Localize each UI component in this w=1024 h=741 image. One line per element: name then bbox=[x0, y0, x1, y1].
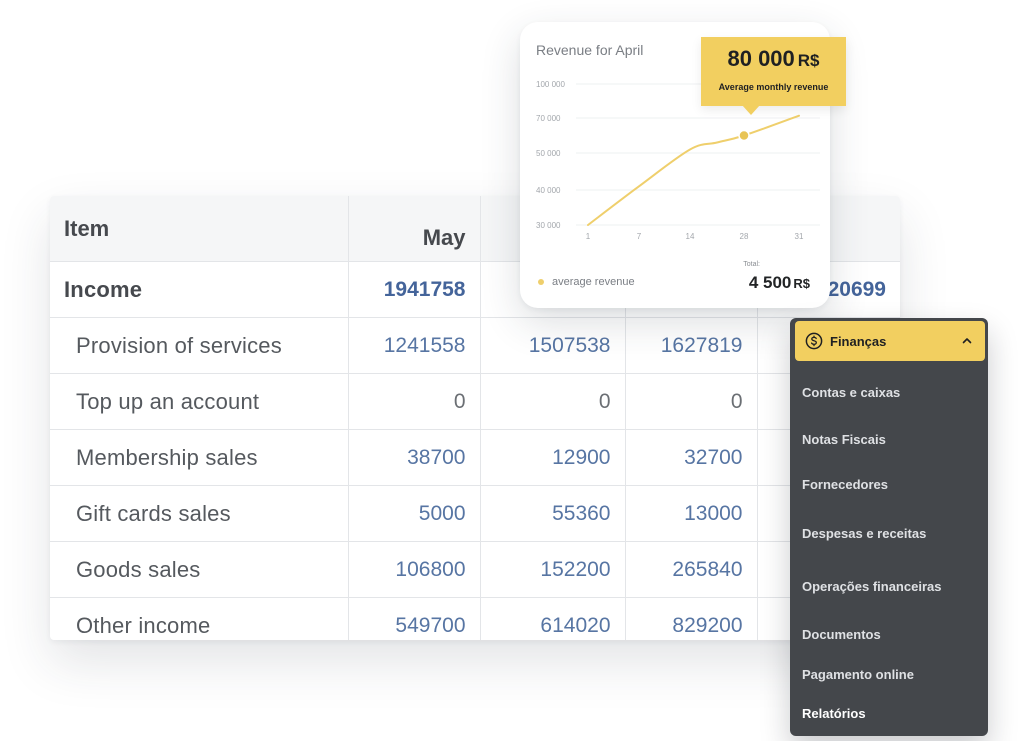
total-currency: R$ bbox=[793, 276, 810, 291]
tooltip-currency: R$ bbox=[797, 51, 820, 70]
table-cell: 265840 bbox=[625, 541, 758, 598]
table-cell: 0 bbox=[625, 373, 758, 430]
y-tick-label: 100 000 bbox=[536, 80, 565, 89]
row-label: Top up an account bbox=[50, 373, 349, 430]
tooltip-value: 80 000 R$ bbox=[701, 46, 846, 72]
table-cell: 12900 bbox=[480, 429, 626, 486]
series-line-average-revenue bbox=[587, 114, 800, 226]
menu-item-fornecedores[interactable]: Fornecedores bbox=[802, 477, 888, 492]
financas-menu: Finanças Contas e caixas Notas Fiscais F… bbox=[790, 318, 988, 736]
x-tick-label: 1 bbox=[586, 232, 591, 241]
chart-tooltip: 80 000 R$ Average monthly revenue bbox=[701, 37, 846, 115]
menu-item-despesas-e-receitas[interactable]: Despesas e receitas bbox=[802, 526, 927, 541]
table-cell: 5000 bbox=[348, 485, 481, 542]
table-row[interactable]: Provision of services 1241558 1507538 16… bbox=[50, 317, 900, 374]
menu-header-label: Finanças bbox=[830, 333, 887, 349]
menu-item-relatorios[interactable]: Relatórios bbox=[802, 706, 866, 721]
row-label: Membership sales bbox=[50, 429, 349, 486]
table-row[interactable]: Gift cards sales 5000 55360 13000 bbox=[50, 485, 900, 542]
table-cell: 106800 bbox=[348, 541, 481, 598]
row-label: Provision of services bbox=[50, 317, 349, 374]
table-row[interactable]: Membership sales 38700 12900 32700 bbox=[50, 429, 900, 486]
table-cell: 13000 bbox=[625, 485, 758, 542]
highlight-point[interactable] bbox=[738, 129, 750, 142]
table-cell: 1241558 bbox=[348, 317, 481, 374]
x-tick-label: 28 bbox=[740, 232, 749, 241]
row-label: Gift cards sales bbox=[50, 485, 349, 542]
table-cell: 38700 bbox=[348, 429, 481, 486]
menu-item-pagamento-online[interactable]: Pagamento online bbox=[802, 667, 914, 682]
table-cell: 614020 bbox=[480, 597, 626, 640]
table-cell: 549700 bbox=[348, 597, 481, 640]
menu-item-contas-e-caixas[interactable]: Contas e caixas bbox=[802, 385, 901, 400]
table-cell: 0 bbox=[480, 373, 626, 430]
menu-header-financas[interactable]: Finanças bbox=[795, 321, 985, 361]
table-row[interactable]: Top up an account 0 0 0 bbox=[50, 373, 900, 430]
table-cell: 32700 bbox=[625, 429, 758, 486]
dollar-coin-icon bbox=[805, 332, 823, 350]
x-tick-label: 14 bbox=[686, 232, 695, 241]
row-label: Income bbox=[50, 261, 349, 318]
menu-item-operacoes-financeiras[interactable]: Operações financeiras bbox=[802, 579, 942, 594]
table-cell: 1507538 bbox=[480, 317, 626, 374]
table-cell: 1627819 bbox=[625, 317, 758, 374]
table-cell: 55360 bbox=[480, 485, 626, 542]
table-cell: 0 bbox=[348, 373, 481, 430]
legend-dot-icon bbox=[538, 279, 544, 285]
row-label: Other income bbox=[50, 597, 349, 640]
x-tick-label: 31 bbox=[795, 232, 804, 241]
tooltip-amount: 80 000 bbox=[727, 46, 795, 71]
table-row[interactable]: Goods sales 106800 152200 265840 bbox=[50, 541, 900, 598]
y-tick-label: 40 000 bbox=[536, 186, 561, 195]
y-tick-label: 30 000 bbox=[536, 221, 561, 230]
menu-item-documentos[interactable]: Documentos bbox=[802, 627, 881, 642]
y-tick-label: 70 000 bbox=[536, 114, 561, 123]
table-row[interactable]: Other income 549700 614020 829200 bbox=[50, 597, 900, 640]
chevron-up-icon[interactable] bbox=[961, 335, 973, 347]
chart-legend: average revenue bbox=[538, 276, 635, 288]
row-label: Goods sales bbox=[50, 541, 349, 598]
table-cell: 829200 bbox=[625, 597, 758, 640]
legend-label: average revenue bbox=[552, 276, 635, 288]
x-tick-label: 7 bbox=[637, 232, 642, 241]
table-cell: 152200 bbox=[480, 541, 626, 598]
column-header-month[interactable]: May bbox=[348, 196, 481, 262]
report-table: Item May Income 1941758 20699 Provision … bbox=[50, 196, 900, 640]
column-header-item: Item bbox=[50, 196, 349, 262]
total-value: 4 500 R$ bbox=[749, 273, 810, 293]
table-cell: 1941758 bbox=[348, 261, 481, 318]
total-caption: Total: bbox=[743, 261, 760, 268]
chart-title: Revenue for April bbox=[536, 42, 644, 58]
y-tick-label: 50 000 bbox=[536, 149, 561, 158]
menu-item-notas-fiscais[interactable]: Notas Fiscais bbox=[802, 432, 886, 447]
tooltip-caption: Average monthly revenue bbox=[718, 82, 829, 92]
total-amount: 4 500 bbox=[748, 273, 792, 292]
